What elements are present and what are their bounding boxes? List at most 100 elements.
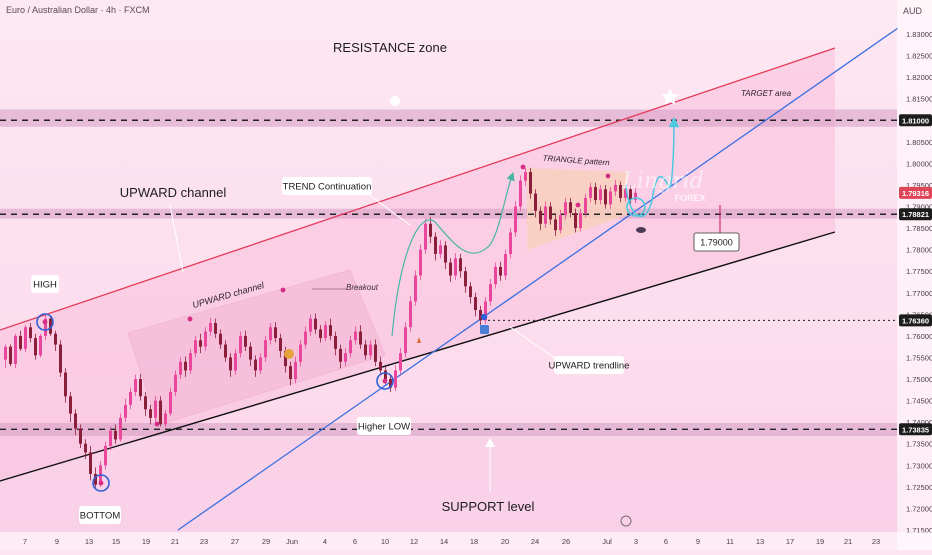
- x-tick-label: 3: [634, 537, 638, 546]
- chart-header-title: Euro / Australian Dollar · 4h · FXCM: [6, 5, 150, 15]
- candle-body: [624, 189, 627, 198]
- candle-body: [604, 189, 607, 205]
- x-tick-label: 7: [23, 537, 27, 546]
- candle-body: [234, 353, 237, 371]
- candle-body: [214, 322, 217, 334]
- candle-body: [209, 322, 212, 332]
- candle-body: [174, 374, 177, 392]
- y-tick-label: 1.72500: [906, 483, 932, 492]
- pivot-dot: [42, 319, 48, 325]
- candle-body: [149, 409, 152, 418]
- price-tag: [899, 114, 932, 127]
- pivot-dot: [98, 480, 104, 486]
- candle-body: [454, 258, 457, 276]
- x-tick-label: 15: [112, 537, 120, 546]
- candle-body: [79, 428, 82, 444]
- price-zone: [0, 208, 897, 219]
- support-arrow-head: [485, 438, 495, 447]
- bottom-label-box: [79, 506, 121, 524]
- x-tick-label: 19: [142, 537, 150, 546]
- candle-body: [44, 318, 47, 336]
- candle-body: [19, 335, 22, 349]
- candle-body: [184, 361, 187, 371]
- retest-circle-marker: [626, 197, 646, 217]
- y-tick-label: 1.71500: [906, 526, 932, 535]
- pivot-dot: [605, 173, 611, 179]
- trend-continuation-label-box: [282, 177, 372, 195]
- x-tick-label: 9: [55, 537, 59, 546]
- price-zone: [0, 423, 897, 436]
- x-tick-label: 26: [562, 537, 570, 546]
- upward-trendline-label-box: [554, 356, 624, 374]
- watermark-subtitle: FOREX: [674, 193, 705, 203]
- candle-body: [509, 232, 512, 254]
- support-area: [0, 435, 897, 534]
- candle-body: [449, 262, 452, 276]
- candle-body: [164, 413, 167, 425]
- candle-body: [424, 223, 427, 250]
- candle-body: [344, 353, 347, 362]
- candle-body: [579, 212, 582, 229]
- price-axis-background: [897, 0, 932, 550]
- candle-body: [339, 348, 342, 362]
- candle-body: [384, 370, 387, 380]
- candle-body: [239, 335, 242, 354]
- y-tick-label: 1.74500: [906, 397, 932, 406]
- y-tick-label: 1.80000: [906, 159, 932, 168]
- candle-body: [279, 338, 282, 352]
- upward-trendline: [177, 27, 899, 531]
- candle-body: [614, 184, 617, 192]
- x-tick-label: 9: [696, 537, 700, 546]
- time-axis-background: [0, 532, 932, 550]
- candle-body: [369, 344, 372, 356]
- y-tick-label: 1.80500: [906, 138, 932, 147]
- candle-body: [104, 445, 107, 466]
- price-tag-label: 1.73835: [902, 425, 929, 434]
- candle-body: [14, 335, 17, 364]
- candle-body: [194, 340, 197, 354]
- candle-body: [559, 215, 562, 231]
- candle-body: [504, 253, 507, 276]
- candle-body: [394, 370, 397, 388]
- candle-body: [134, 379, 137, 392]
- rocket-icon: [417, 337, 421, 343]
- candle-body: [539, 210, 542, 224]
- candle-body: [159, 400, 162, 425]
- candle-body: [299, 344, 302, 362]
- pivot-dot: [575, 202, 581, 208]
- resistance-zone-label: RESISTANCE zone: [333, 40, 447, 55]
- candle-body: [119, 417, 122, 440]
- y-tick-label: 1.79000: [906, 203, 932, 212]
- candle-body: [379, 361, 382, 371]
- price-tag: [899, 208, 932, 221]
- x-tick-label: 29: [262, 537, 270, 546]
- candle-body: [169, 391, 172, 414]
- candle-body: [284, 351, 287, 367]
- pivot-dot: [280, 287, 286, 293]
- x-tick-label: 21: [844, 537, 852, 546]
- candle-body: [94, 473, 97, 485]
- lightning-icon: [620, 515, 632, 527]
- x-tick-label: 27: [231, 537, 239, 546]
- candle-body: [594, 187, 597, 201]
- candle-body: [254, 359, 257, 371]
- x-tick-label: 4: [323, 537, 327, 546]
- y-tick-label: 1.73500: [906, 440, 932, 449]
- info-icon: [480, 325, 489, 334]
- candle-body: [484, 301, 487, 321]
- candle-body: [529, 172, 532, 194]
- y-tick-label: 1.82000: [906, 73, 932, 82]
- x-tick-label: 13: [756, 537, 764, 546]
- candle-body: [229, 357, 232, 371]
- y-tick-label: 1.77000: [906, 289, 932, 298]
- level-value-label: 1.79000: [700, 238, 733, 248]
- candle-body: [364, 344, 367, 356]
- candle-body: [549, 206, 552, 220]
- candle-body: [399, 353, 402, 371]
- channel-lower-line: [0, 231, 836, 482]
- watermark-logo: Lingrid: [621, 169, 704, 194]
- eye-icon: [636, 227, 646, 233]
- x-tick-label: 23: [872, 537, 880, 546]
- candle-body: [334, 335, 337, 349]
- candle-body: [314, 318, 317, 330]
